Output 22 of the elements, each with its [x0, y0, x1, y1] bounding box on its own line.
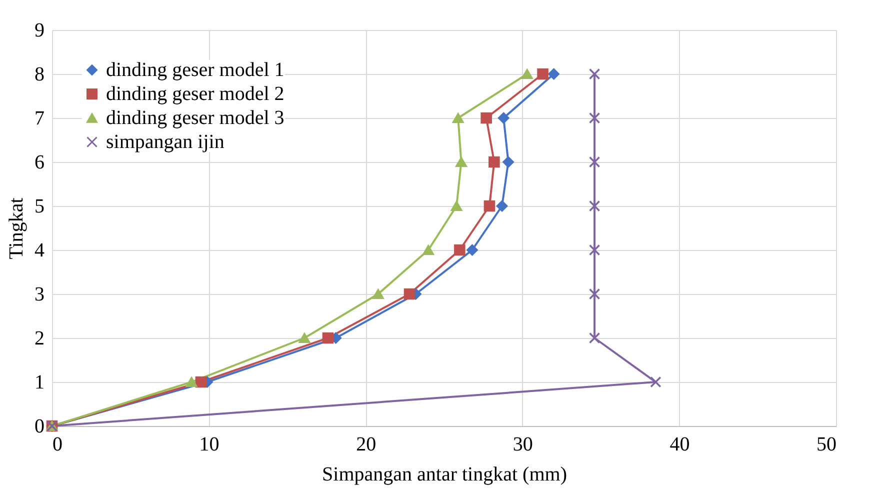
legend-label: dinding geser model 3 [106, 107, 284, 129]
y-tick-label: 2 [34, 328, 44, 350]
x-tick-label: 50 [816, 434, 836, 456]
y-tick-label: 8 [34, 64, 44, 86]
y-tick-label: 1 [34, 372, 44, 394]
y-tick-label: 9 [34, 20, 44, 42]
x-tick-label: 10 [199, 434, 220, 456]
x-axis-title: Simpangan antar tingkat (mm) [322, 464, 567, 486]
y-tick-label: 6 [34, 152, 44, 174]
x-tick-label: 40 [670, 434, 690, 456]
y-tick-label: 4 [34, 240, 44, 262]
y-tick-label: 0 [34, 416, 44, 438]
y-axis-title: Tingkat [6, 197, 28, 260]
legend-label: dinding geser model 1 [106, 59, 284, 81]
x-tick-label: 0 [52, 434, 62, 456]
legend-label: simpangan ijin [106, 131, 224, 153]
x-tick-label: 20 [356, 434, 376, 456]
y-tick-label: 3 [34, 284, 44, 306]
legend-label: dinding geser model 2 [106, 83, 284, 105]
x-tick-label: 30 [512, 434, 533, 456]
y-tick-label: 5 [34, 196, 44, 218]
y-tick-label: 7 [34, 108, 44, 130]
